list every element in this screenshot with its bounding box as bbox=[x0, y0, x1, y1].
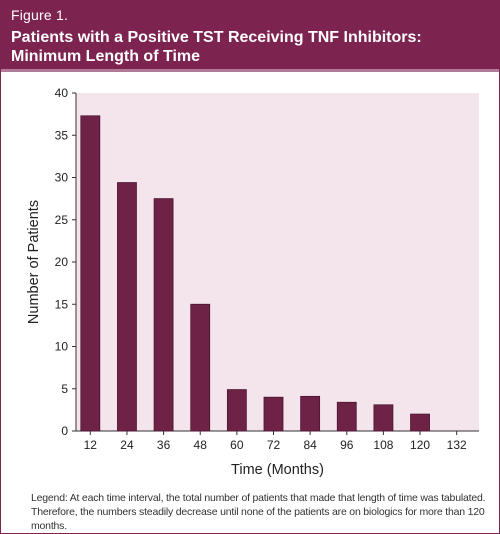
bar bbox=[117, 182, 137, 432]
bar bbox=[336, 401, 357, 432]
y-tick-label: 10 bbox=[55, 340, 69, 354]
y-tick-label: 20 bbox=[55, 255, 69, 269]
bar bbox=[190, 303, 211, 432]
x-tick-label: 72 bbox=[267, 438, 281, 452]
x-tick-label: 36 bbox=[157, 438, 171, 452]
header-divider bbox=[1, 69, 499, 72]
plot-area bbox=[76, 93, 479, 431]
x-tick-label: 84 bbox=[303, 438, 317, 452]
bar bbox=[373, 404, 394, 432]
bar bbox=[226, 389, 247, 432]
figure-title: Patients with a Positive TST Receiving T… bbox=[11, 29, 422, 65]
y-tick-label: 30 bbox=[55, 171, 69, 185]
x-tick-label: 48 bbox=[194, 438, 208, 452]
bar bbox=[80, 115, 101, 432]
y-axis-label: Number of Patients bbox=[26, 200, 42, 324]
bar bbox=[153, 198, 174, 432]
y-tick-label: 40 bbox=[55, 86, 69, 100]
x-tick-label: 108 bbox=[373, 438, 393, 452]
y-tick-label: 5 bbox=[61, 382, 68, 396]
x-tick-label: 12 bbox=[84, 438, 98, 452]
bar bbox=[300, 395, 321, 432]
x-tick-label: 120 bbox=[410, 438, 430, 452]
figure-legend: Legend: At each time interval, the total… bbox=[31, 492, 486, 532]
x-tick-label: 60 bbox=[230, 438, 244, 452]
y-tick-label: 25 bbox=[55, 213, 69, 227]
bar bbox=[410, 413, 430, 432]
y-tick-label: 15 bbox=[55, 297, 69, 311]
x-tick-label: 132 bbox=[447, 438, 467, 452]
y-axis: 0 5 10 15 20 25 30 35 40 bbox=[55, 86, 77, 438]
figure-header: Figure 1. Patients with a Positive TST R… bbox=[1, 1, 499, 69]
x-tick-label: 96 bbox=[340, 438, 354, 452]
bar-series bbox=[80, 115, 430, 432]
figure-label: Figure 1. bbox=[11, 7, 69, 23]
bar bbox=[263, 396, 284, 432]
x-axis-label: Time (Months) bbox=[231, 462, 324, 478]
x-tick-label: 24 bbox=[120, 438, 134, 452]
y-tick-label: 0 bbox=[61, 424, 68, 438]
x-axis: 12 24 36 48 60 72 84 96 108 120 132 bbox=[76, 430, 479, 452]
y-tick-label: 35 bbox=[55, 128, 69, 142]
